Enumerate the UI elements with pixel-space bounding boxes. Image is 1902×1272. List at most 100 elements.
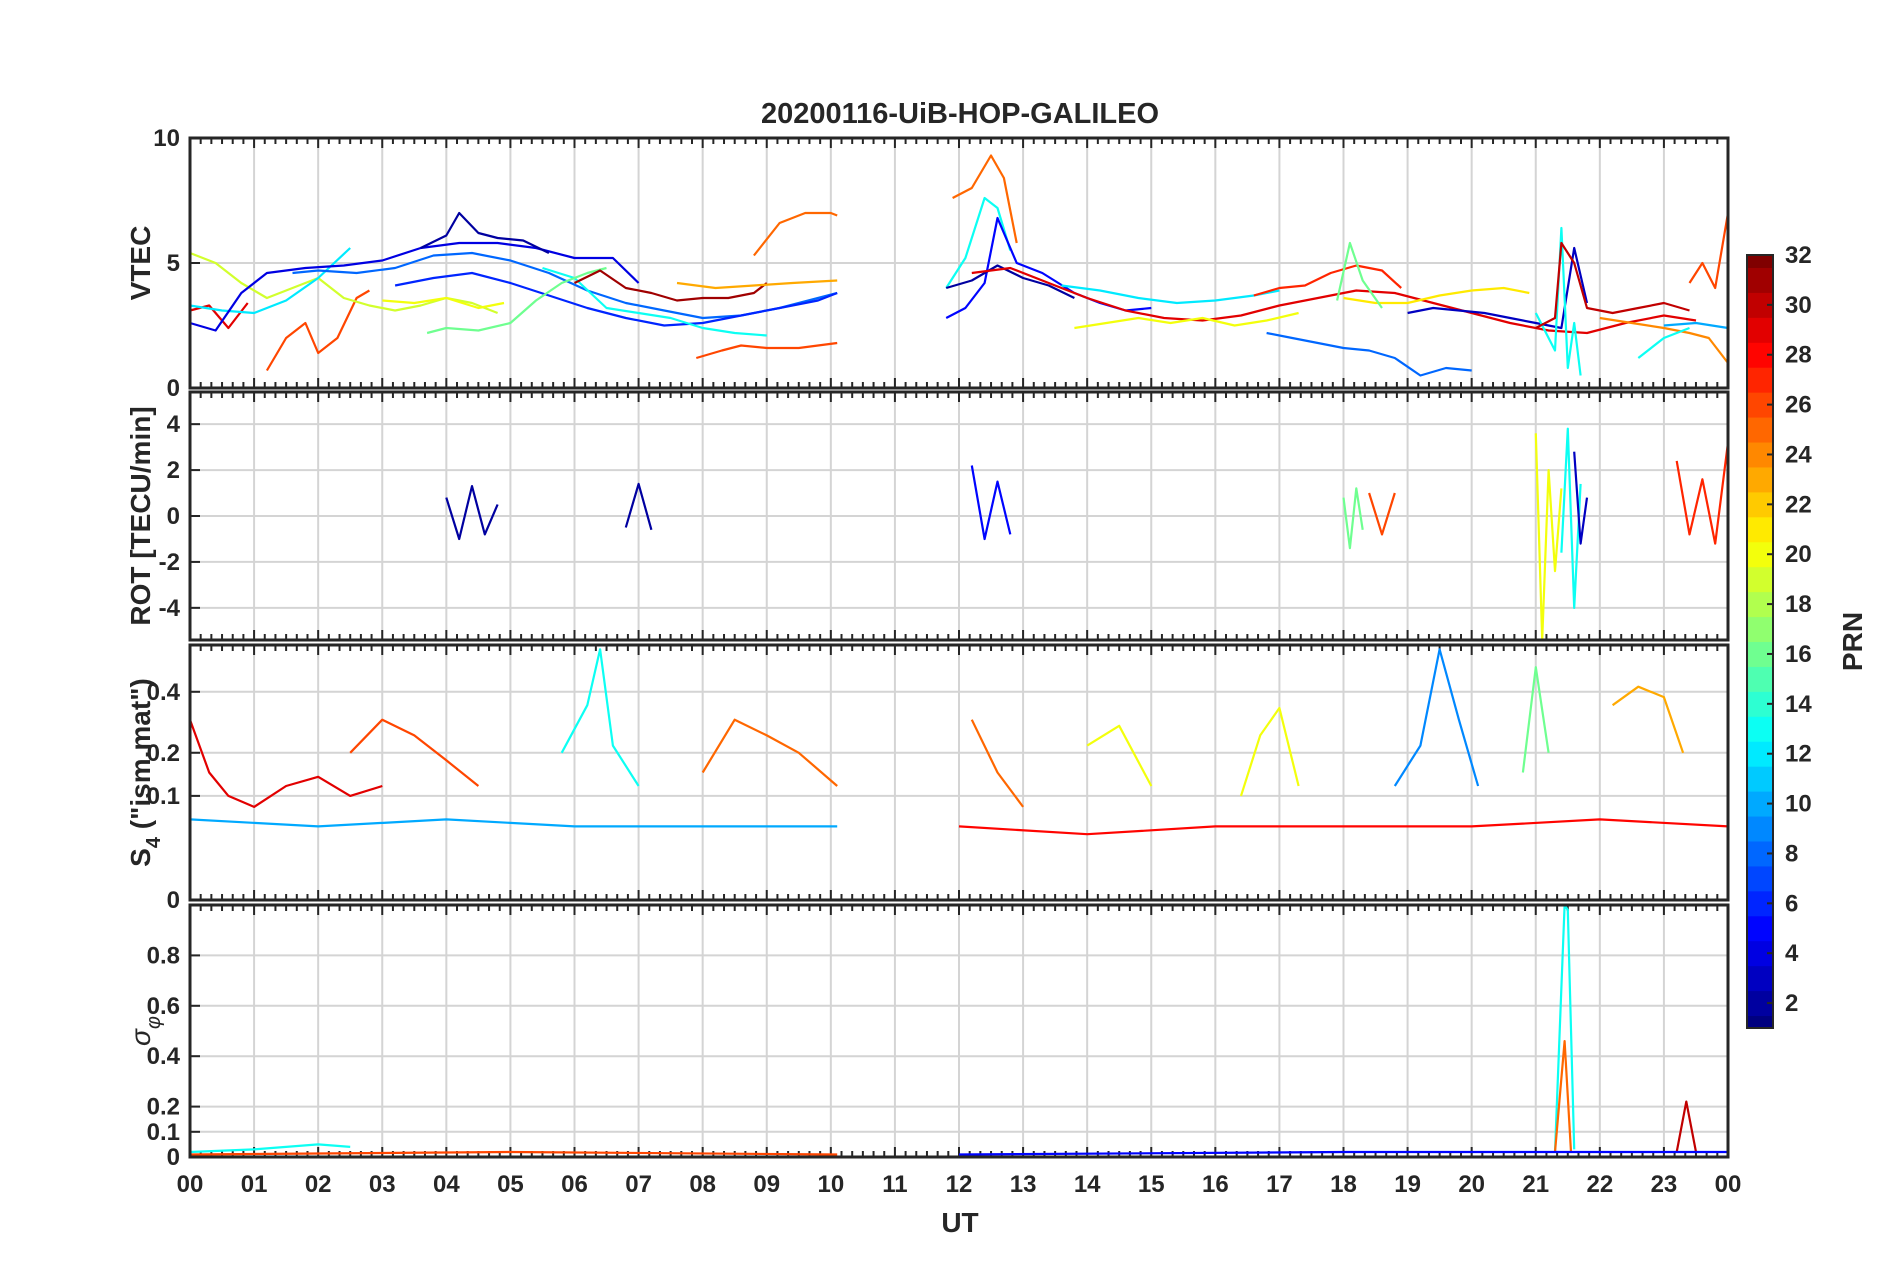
panel-rot: -4 -2 0 2 4 ROT [TECU/min] xyxy=(125,390,1730,642)
colorbar-step xyxy=(1747,516,1773,543)
series-prn-2-rot xyxy=(624,482,653,531)
y-axis-label-sub: 4 xyxy=(143,836,165,848)
x-tick-label: 19 xyxy=(1394,1171,1421,1198)
y-tick-label: 0.8 xyxy=(147,942,180,969)
series-prn-16-vtec xyxy=(426,266,607,335)
series-prn-27-rot xyxy=(1675,442,1730,545)
series-prn-20-s4 xyxy=(1239,706,1300,797)
series-prn-20-rot xyxy=(1534,433,1563,642)
series-prn-16-s4 xyxy=(1521,666,1550,773)
colorbar-frame xyxy=(1746,254,1774,1029)
series-prn-2-vtec xyxy=(945,264,1075,299)
series-prn-2-vtec xyxy=(420,211,550,254)
series-prn-23-s4 xyxy=(1611,685,1685,754)
x-tick-label: 00 xyxy=(177,1171,204,1198)
series-prn-10-s4 xyxy=(189,818,838,828)
y-tick-label: 4 xyxy=(167,411,181,438)
colorbar-tick-label: 12 xyxy=(1785,741,1812,768)
series-prn-30-sigma xyxy=(1675,1100,1698,1153)
x-tick-label: 00 xyxy=(1715,1171,1742,1198)
colorbar-tick-label: 20 xyxy=(1785,541,1812,568)
series-prn-21-vtec xyxy=(1343,286,1530,305)
x-tick-label: 18 xyxy=(1330,1171,1357,1198)
series-prn-31-vtec xyxy=(574,269,768,302)
colorbar-step xyxy=(1747,267,1773,293)
x-tick-label: 20 xyxy=(1458,1171,1485,1198)
series-prn-29-vtec xyxy=(971,266,1697,335)
series-prn-2-rot xyxy=(445,485,499,541)
axes-frame xyxy=(188,643,1730,902)
series-prn-26-vtec xyxy=(1688,212,1730,290)
colorbar-step xyxy=(1747,616,1773,642)
panel-s4: 00.10.20.4S4 ("ism.mat") xyxy=(125,643,1730,914)
colorbar-step xyxy=(1747,367,1773,393)
series-prn-25-sigma xyxy=(1553,1039,1573,1153)
series-prn-20-vtec xyxy=(382,296,505,310)
x-tick-label: 13 xyxy=(1010,1171,1037,1198)
colorbar-tick-label: 2 xyxy=(1785,990,1798,1017)
axes-frame xyxy=(188,136,1730,390)
colorbar-tick-label: 22 xyxy=(1785,491,1812,518)
y-tick-label: 2 xyxy=(167,457,180,484)
y-axis-label: VTEC xyxy=(125,226,156,301)
y-tick-label: 0 xyxy=(167,887,180,914)
colorbar-label: PRN xyxy=(1837,612,1868,671)
x-tick-label: 11 xyxy=(882,1171,907,1198)
colorbar-tick-label: 8 xyxy=(1785,840,1798,867)
y-axis-label: ROT [TECU/min] xyxy=(125,406,156,625)
series-prn-9-s4 xyxy=(1393,648,1480,787)
axes-frame xyxy=(188,390,1730,642)
colorbar-step xyxy=(1747,466,1773,493)
series-prn-10-vtec xyxy=(1663,321,1729,330)
colorbar-step xyxy=(1747,1015,1773,1029)
series-prn-23-vtec xyxy=(676,279,838,290)
y-axis-label-main: σ xyxy=(125,1028,156,1046)
colorbar-tick-label: 4 xyxy=(1785,940,1799,967)
y-tick-label: 0 xyxy=(167,503,180,530)
y-axis-label-sub: φ xyxy=(143,1016,165,1029)
series-prn-13-vtec xyxy=(945,196,1012,289)
x-tick-label: 17 xyxy=(1266,1171,1293,1198)
y-tick-label: 0 xyxy=(167,1144,180,1171)
x-tick-label: 01 xyxy=(241,1171,268,1198)
y-axis-label: S4 ("ism.mat") xyxy=(125,678,165,867)
colorbar-step xyxy=(1747,255,1773,268)
y-axis-label-rest: ("ism.mat") xyxy=(125,678,156,837)
series-prn-16-rot xyxy=(1342,487,1364,550)
colorbar-tick-label: 28 xyxy=(1785,342,1812,369)
colorbar-step xyxy=(1747,716,1773,742)
x-tick-label: 23 xyxy=(1651,1171,1678,1198)
x-tick-label: 14 xyxy=(1074,1171,1101,1198)
series-prn-3-vtec xyxy=(1407,246,1589,330)
x-tick-label: 22 xyxy=(1586,1171,1613,1198)
series-prn-26-vtec xyxy=(695,341,838,360)
colorbar-step xyxy=(1747,317,1773,343)
series-prn-3-rot xyxy=(1573,451,1589,545)
colorbar-step xyxy=(1747,915,1773,942)
x-tick-label: 03 xyxy=(369,1171,396,1198)
series-prn-26-sigma xyxy=(189,1150,838,1156)
colorbar-step xyxy=(1747,865,1773,892)
series-prn-25-s4 xyxy=(701,718,838,787)
colorbar-tick-label: 16 xyxy=(1785,641,1812,668)
series-prn-26-vtec xyxy=(265,289,370,372)
series-prn-26-rot xyxy=(1368,492,1396,536)
series-prn-16-vtec xyxy=(1336,241,1383,309)
x-tick-label: 02 xyxy=(305,1171,332,1198)
colorbar-tick-label: 18 xyxy=(1785,591,1812,618)
y-tick-label: 0.4 xyxy=(147,679,181,706)
series-prn-27-vtec xyxy=(1253,264,1402,297)
colorbar-step xyxy=(1747,417,1773,443)
y-axis-label: σφ xyxy=(125,1016,165,1046)
x-tick-label: 10 xyxy=(817,1171,844,1198)
colorbar-step xyxy=(1747,666,1773,692)
y-tick-label: 0.2 xyxy=(147,1094,180,1121)
series-prn-24-vtec xyxy=(1599,316,1729,364)
series-prn-13-rot xyxy=(1560,427,1582,610)
series-prn-30-vtec xyxy=(1535,241,1690,329)
y-tick-label: 0.4 xyxy=(147,1043,181,1070)
y-tick-label: 5 xyxy=(167,250,180,277)
